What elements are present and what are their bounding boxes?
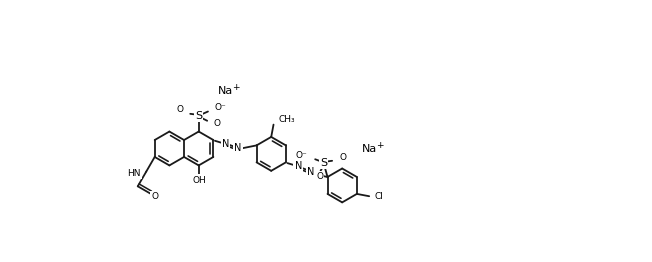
Text: +: +	[376, 141, 383, 150]
Text: O⁻: O⁻	[214, 103, 226, 112]
Text: O: O	[213, 119, 220, 128]
Text: +: +	[232, 83, 239, 92]
Text: O: O	[176, 106, 183, 114]
Text: S: S	[195, 111, 202, 121]
Text: O: O	[316, 172, 323, 181]
Text: N: N	[222, 139, 230, 149]
Text: Cl: Cl	[374, 193, 383, 201]
Text: O: O	[339, 153, 346, 162]
Text: N: N	[307, 167, 314, 177]
Text: O: O	[151, 192, 158, 201]
Text: Na: Na	[363, 144, 378, 154]
Text: N: N	[295, 161, 302, 171]
Text: S: S	[320, 158, 327, 168]
Text: O⁻: O⁻	[296, 151, 308, 160]
Text: Na: Na	[218, 86, 233, 96]
Text: N: N	[234, 143, 242, 153]
Text: HN: HN	[127, 169, 141, 178]
Text: OH: OH	[192, 176, 206, 184]
Text: CH₃: CH₃	[279, 116, 295, 124]
